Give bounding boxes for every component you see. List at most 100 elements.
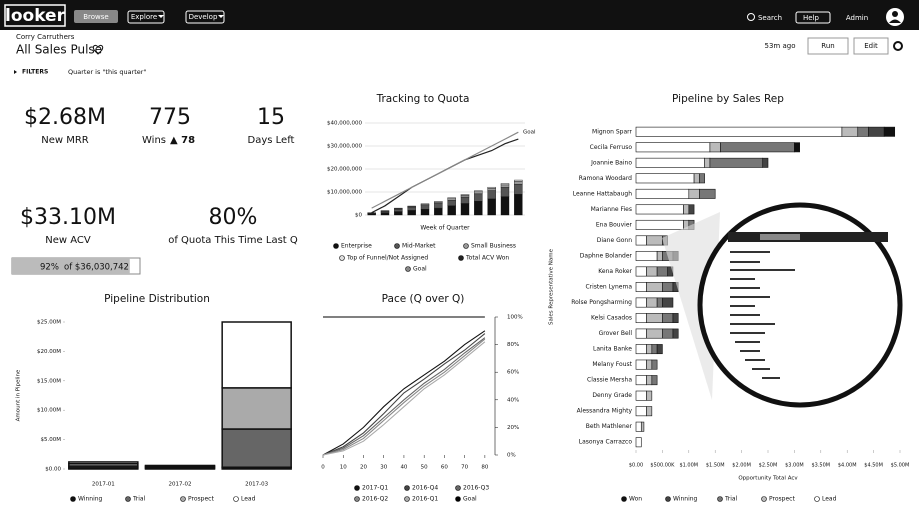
avatar-head — [892, 11, 898, 17]
y-tick-label: 60% — [507, 370, 519, 376]
legend-label: 2016-Q3 — [463, 485, 489, 492]
bar-segment — [635, 157, 705, 168]
bar-segment — [662, 282, 674, 292]
run-button[interactable] — [807, 37, 849, 55]
x-tick-label: $4.50M — [864, 463, 883, 469]
bar-segment — [646, 297, 658, 308]
nav-browse[interactable]: Browse — [83, 13, 109, 21]
line — [322, 333, 486, 456]
magnifier — [662, 202, 903, 408]
x-axis-label: Week of Quarter — [420, 225, 470, 232]
bar-segment — [868, 126, 885, 137]
kpi-value: $2.68M — [24, 105, 106, 130]
legend-label: Top of Funnel/Not Assigned — [346, 255, 428, 262]
bar-segment — [144, 464, 216, 467]
y-tick-label: Joannie Baino — [590, 159, 632, 166]
x-tick-label: $4.00M — [838, 463, 857, 469]
bar-segment — [460, 196, 470, 204]
edit-label[interactable]: Edit — [864, 42, 878, 50]
bar-segment — [656, 266, 668, 277]
bar-segment — [709, 157, 764, 168]
user-name[interactable]: Corry Carruthers — [16, 33, 75, 41]
legend-label: Goal — [413, 266, 427, 273]
logo-box[interactable] — [4, 4, 66, 27]
bar-segment — [709, 142, 721, 153]
bar-segment — [380, 212, 390, 216]
y-tick-label: Kena Roker — [598, 268, 632, 275]
y-tick-label: Marianne Fies — [591, 206, 632, 213]
line-annotation: Goal — [523, 130, 536, 136]
nav-help[interactable]: Help — [803, 14, 820, 22]
bar-segment — [635, 297, 647, 308]
filters-label[interactable]: FILTERS — [22, 69, 48, 76]
legend-marker — [761, 496, 767, 502]
bar-segment — [474, 193, 483, 202]
bar-segment — [656, 250, 663, 261]
run-label[interactable]: Run — [821, 42, 834, 50]
legend-label: Won — [629, 496, 642, 503]
bar-segment — [688, 188, 700, 199]
bar-segment — [434, 207, 443, 216]
kpi-label: Wins — [142, 135, 166, 146]
nav-explore[interactable]: Explore — [131, 13, 157, 21]
bar-segment — [662, 328, 674, 339]
y-tick-label: Kelsi Casados — [591, 315, 632, 322]
logo[interactable]: looker — [5, 6, 66, 26]
bar-segment — [434, 201, 443, 203]
bar-segment — [646, 328, 663, 339]
nav-search[interactable]: Search — [758, 14, 782, 22]
legend-label: Trial — [132, 496, 146, 503]
bar-segment — [487, 186, 496, 189]
legend-marker — [394, 243, 400, 249]
y-tick-label: $5.00M — [41, 437, 62, 443]
favorite-icon[interactable] — [92, 44, 104, 55]
legend-marker — [333, 243, 339, 249]
line — [322, 338, 486, 456]
y-tick-label: Ramona Woodard — [579, 175, 632, 182]
bar-segment — [68, 461, 139, 465]
gear-icon[interactable] — [893, 41, 903, 51]
caret — [218, 15, 224, 18]
y-tick-label: Alessandra Mighty — [577, 408, 633, 415]
nav-admin[interactable]: Admin — [846, 14, 868, 22]
bar-segment — [380, 211, 390, 213]
y-tick-label: $30,000,000 — [327, 144, 362, 150]
magnifier-beam — [662, 212, 720, 400]
legend-marker — [665, 496, 671, 502]
legend-marker — [233, 496, 239, 502]
kpi-value: 775 — [149, 105, 191, 130]
x-tick-label: 70 — [461, 465, 468, 471]
x-tick-label: 30 — [380, 465, 387, 471]
edit-button[interactable] — [853, 37, 889, 55]
bar-segment — [500, 184, 510, 188]
nav-explore-box — [127, 10, 165, 24]
legend-marker — [339, 255, 345, 261]
bar-segment — [662, 297, 674, 308]
bar-segment — [656, 297, 663, 308]
x-tick-label: $5.00M — [891, 463, 910, 469]
legend-marker — [404, 485, 410, 491]
bar-segment — [635, 188, 690, 199]
y-tick-label: $10,000,000 — [327, 190, 362, 196]
bar-segment — [447, 200, 456, 206]
bar-segment — [635, 173, 695, 184]
legend-label: 2016-Q4 — [412, 485, 438, 492]
bar-segment — [635, 142, 711, 153]
kpi-value: $33.10M — [20, 205, 116, 230]
bar-segment — [635, 282, 647, 292]
y-tick-label: Cecila Ferruso — [590, 144, 633, 151]
bar-segment — [514, 183, 523, 195]
bar-segment — [447, 205, 456, 216]
kpi-label: of Quota This Time Last Q — [168, 235, 298, 246]
bar-segment — [635, 344, 647, 355]
legend-label: Prospect — [188, 496, 214, 503]
y-tick-label: Ena Bouvier — [596, 221, 633, 228]
bar-segment — [672, 328, 679, 339]
x-tick-label: 10 — [340, 465, 347, 471]
zoom-rows — [730, 251, 795, 379]
bar-segment — [500, 187, 510, 197]
bar-segment — [487, 188, 496, 191]
y-tick-label: $10.00M — [37, 408, 61, 414]
nav-develop[interactable]: Develop — [189, 13, 218, 21]
